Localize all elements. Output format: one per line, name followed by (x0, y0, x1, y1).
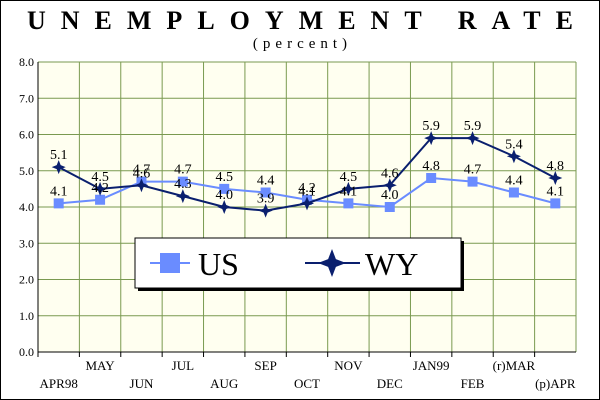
data-label-wy: 4.6 (133, 166, 151, 181)
legend-label-us: US (198, 246, 239, 282)
data-label-wy: 5.9 (422, 119, 440, 134)
y-tick-label: 6.0 (19, 128, 34, 142)
legend-marker-wy (318, 249, 346, 277)
data-point-wy (93, 181, 108, 196)
data-point-us (219, 183, 230, 194)
data-point-us (550, 198, 561, 209)
data-point-wy (424, 131, 439, 146)
x-tick-label: APR98 (40, 376, 78, 391)
data-label-us: 4.7 (464, 163, 482, 178)
y-tick-label: 7.0 (19, 91, 34, 105)
data-label-us: 4.7 (133, 163, 151, 178)
x-tick-label: (r)MAR (493, 358, 536, 373)
x-tick-label: FEB (461, 376, 485, 391)
y-tick-label: 8.0 (19, 55, 34, 69)
data-label-us: 4.1 (50, 184, 68, 199)
data-point-us (177, 176, 188, 187)
data-label-us: 4.4 (257, 174, 275, 189)
x-tick-label: OCT (294, 376, 320, 391)
x-tick-label: JUN (130, 376, 154, 391)
data-label-wy: 5.9 (464, 119, 482, 134)
data-point-us (426, 173, 437, 183)
data-label-us: 4.7 (174, 163, 192, 178)
chart-subtitle: (percent) (252, 36, 353, 52)
y-tick-label: 5.0 (19, 164, 34, 178)
legend-marker-us (160, 253, 180, 273)
data-label-us: 4.0 (381, 188, 399, 203)
data-point-us (260, 187, 271, 198)
data-point-wy (300, 196, 314, 211)
x-tick-label: SEP (254, 358, 276, 373)
data-point-wy (506, 149, 521, 164)
y-tick-label: 3.0 (19, 236, 34, 250)
x-tick-label: MAY (85, 358, 115, 373)
data-label-wy: 4.5 (340, 170, 358, 185)
data-label-us: 4.8 (422, 159, 440, 174)
data-label-wy: 4.3 (174, 177, 192, 192)
x-tick-label: DEC (377, 376, 403, 391)
data-point-wy (51, 160, 66, 175)
x-tick-label: JUL (172, 358, 194, 373)
x-tick-label: NOV (334, 358, 363, 373)
data-point-wy (175, 189, 190, 204)
data-label-wy: 4.5 (91, 170, 109, 185)
data-point-us (508, 187, 519, 198)
data-label-wy: 3.9 (257, 192, 275, 207)
data-label-us: 4.4 (505, 174, 523, 189)
data-point-us (95, 194, 106, 205)
x-tick-label: (p)APR (535, 376, 576, 391)
data-point-wy (548, 171, 563, 185)
data-label-wy: 5.1 (50, 148, 68, 163)
data-point-wy (382, 178, 397, 193)
data-point-us (384, 202, 395, 212)
data-label-us: 4.5 (215, 170, 233, 185)
y-tick-label: 1.0 (19, 309, 34, 323)
data-point-wy (258, 203, 273, 218)
data-point-us (467, 176, 478, 187)
data-point-us (343, 198, 354, 209)
data-point-wy (217, 200, 232, 214)
x-tick-label: JAN99 (413, 358, 450, 373)
data-label-wy: 4.0 (215, 188, 233, 203)
data-point-wy (134, 178, 149, 193)
data-label-us: 4.2 (298, 181, 316, 196)
data-label-us: 4.1 (340, 184, 358, 199)
data-label-us: 4.1 (547, 184, 565, 199)
data-label-wy: 4.6 (381, 166, 399, 181)
legend-label-wy: WY (365, 246, 418, 282)
data-label-us: 4.2 (91, 181, 109, 196)
y-tick-label: 4.0 (19, 200, 34, 214)
data-point-wy (341, 181, 356, 196)
chart-title: UNEMPLOYMENT RATE (27, 6, 588, 35)
data-label-wy: 4.1 (298, 184, 316, 199)
data-point-wy (465, 131, 480, 146)
data-label-wy: 5.4 (505, 137, 523, 152)
y-tick-label: 2.0 (19, 273, 34, 287)
y-tick-label: 0.0 (19, 345, 34, 359)
x-tick-label: AUG (210, 376, 238, 391)
data-point-us (53, 198, 64, 209)
data-label-wy: 4.8 (547, 159, 565, 174)
